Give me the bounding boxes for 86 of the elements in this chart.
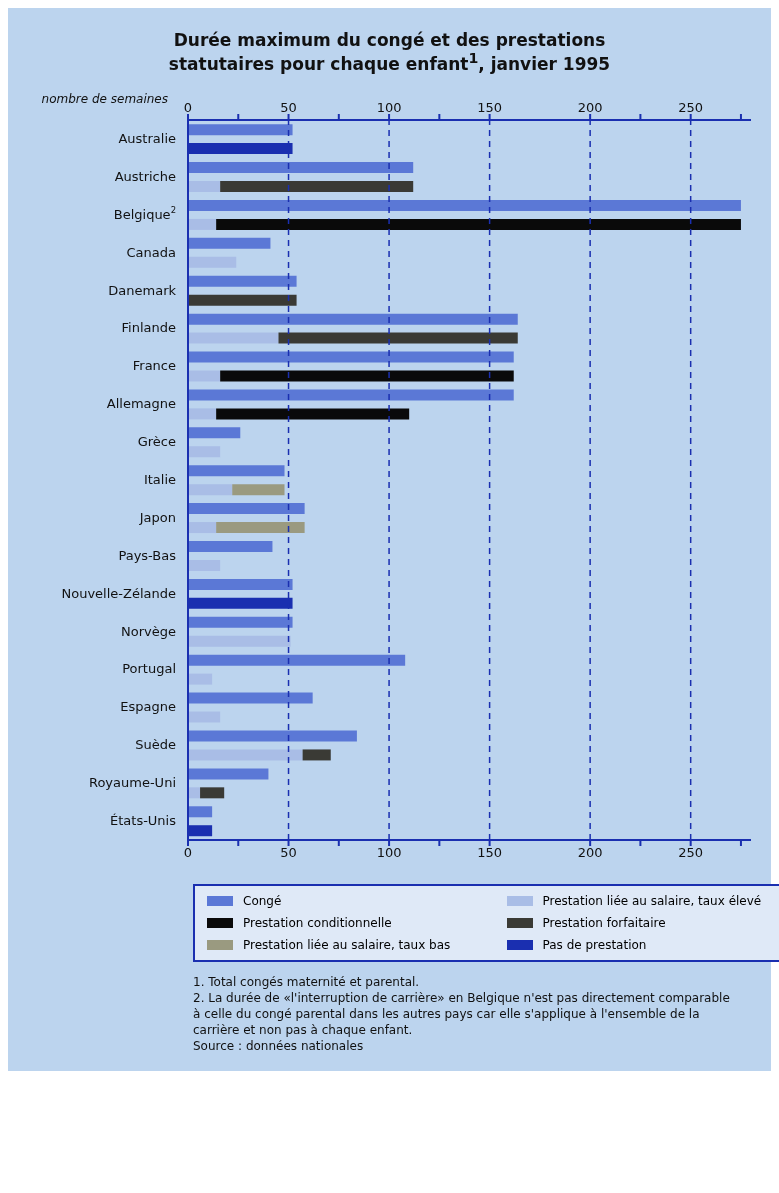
bar xyxy=(188,351,514,363)
bar xyxy=(188,370,221,382)
x-tick-label: 200 xyxy=(577,844,603,860)
bar xyxy=(220,180,414,192)
y-tick-label: Canada xyxy=(126,243,176,259)
bar xyxy=(232,483,285,495)
bar xyxy=(188,332,279,344)
bar xyxy=(188,578,293,590)
legend-label: Pas de prestation xyxy=(542,937,647,952)
y-tick-label: Danemark xyxy=(108,281,177,297)
y-tick-label: Grèce xyxy=(137,433,176,449)
legend-label: Prestation liée au salaire, taux élevé xyxy=(542,893,762,908)
bar xyxy=(220,370,514,382)
y-tick-label: Belgique$^{2}$ xyxy=(113,203,176,221)
legend-label: Congé xyxy=(243,893,282,908)
x-tick-label: 250 xyxy=(678,844,704,860)
bar xyxy=(188,199,741,211)
chart-title: Durée maximum du congé et des prestations statutaires pour chaque enfant$^{1}$, janvier 1995 xyxy=(167,29,612,76)
bar xyxy=(188,673,213,685)
x2-tick-label: 50 xyxy=(280,99,297,115)
bar xyxy=(188,161,414,173)
bar xyxy=(188,521,217,533)
x-tick-label: 0 xyxy=(183,844,193,860)
bar xyxy=(188,426,241,438)
bar xyxy=(188,180,221,192)
y-tick-label: Pays-Bas xyxy=(118,546,177,562)
x-tick-label: 100 xyxy=(376,844,402,860)
bar xyxy=(188,256,237,268)
bar xyxy=(188,692,313,704)
bar xyxy=(188,730,357,742)
bar xyxy=(188,218,217,230)
legend-label: Prestation conditionnelle xyxy=(243,915,392,930)
y-tick-label: Royaume-Uni xyxy=(88,774,176,790)
bar xyxy=(188,711,221,723)
bar xyxy=(188,275,297,287)
bar xyxy=(188,464,285,476)
bar xyxy=(188,483,233,495)
y-tick-label: Italie xyxy=(143,471,176,487)
text: 2. La durée de «l'interruption de carrière» en Belgique n'est pas directement comparable à celle du congé parental dans les autres pays car elle s'applique à l'ensemble de la carrière et non pas à chaque enfant. xyxy=(193,989,731,1039)
x2-tick-label: 150 xyxy=(477,99,503,115)
bar xyxy=(188,313,518,325)
bar xyxy=(188,786,201,798)
bar xyxy=(188,768,269,780)
bar xyxy=(188,616,293,628)
bar xyxy=(188,559,221,571)
bar xyxy=(188,805,213,817)
bar xyxy=(188,408,217,420)
bar xyxy=(216,408,410,420)
text: 1. Total congés maternité et parental. xyxy=(193,973,421,990)
x2-tick-label: 100 xyxy=(376,99,402,115)
bar xyxy=(188,445,221,457)
x-axis-title: nombre de semaines xyxy=(41,91,168,106)
bar xyxy=(188,502,305,514)
x2-tick-label: 250 xyxy=(678,99,704,115)
y-tick-label: Portugal xyxy=(122,660,176,676)
y-tick-label: Japon xyxy=(138,509,176,525)
x-tick-label: 150 xyxy=(477,844,503,860)
bar xyxy=(216,521,305,533)
x2-tick-label: 200 xyxy=(577,99,603,115)
y-tick-label: Norvège xyxy=(121,622,176,638)
bar xyxy=(188,540,273,552)
y-tick-label: Nouvelle-Zélande xyxy=(61,584,176,600)
bar xyxy=(188,237,271,249)
source-note: Source : données nationales xyxy=(193,1038,365,1055)
bar xyxy=(188,123,293,135)
bar xyxy=(188,389,514,401)
y-tick-label: Australie xyxy=(118,130,176,146)
bar xyxy=(188,635,291,647)
y-tick-label: Espagne xyxy=(120,698,176,714)
bar xyxy=(278,332,518,344)
x-tick-label: 50 xyxy=(280,844,297,860)
y-tick-label: Allemagne xyxy=(106,395,176,411)
bar xyxy=(188,749,303,761)
y-tick-label: Suède xyxy=(135,736,176,752)
x2-tick-label: 0 xyxy=(183,99,193,115)
legend-label: Prestation liée au salaire, taux bas xyxy=(243,937,451,952)
y-tick-label: Austriche xyxy=(114,168,176,183)
bar xyxy=(188,294,297,306)
legend-label: Prestation forfaitaire xyxy=(542,915,666,930)
y-tick-label: France xyxy=(132,357,176,373)
y-tick-label: États-Unis xyxy=(110,812,177,828)
bar xyxy=(200,786,225,798)
bar xyxy=(188,654,406,666)
bar xyxy=(302,749,331,761)
bar xyxy=(216,218,741,230)
y-tick-label: Finlande xyxy=(121,319,176,335)
